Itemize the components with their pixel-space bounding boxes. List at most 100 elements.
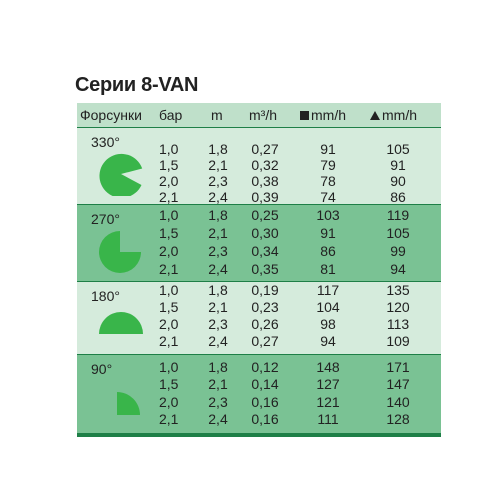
header-square-rate: mm/h <box>300 107 346 123</box>
cell-bar: 2,1 <box>159 189 179 205</box>
table-row: 1,5 2,1 0,30 91 105 <box>77 225 441 241</box>
cell-triangle-rate: 140 <box>386 394 410 410</box>
cell-flow: 0,16 <box>251 394 279 410</box>
cell-triangle-rate: 99 <box>390 243 406 259</box>
cell-square-rate: 91 <box>320 225 336 241</box>
cell-triangle-rate: 90 <box>390 173 406 189</box>
cell-m: 2,3 <box>208 394 228 410</box>
cell-m: 2,3 <box>208 316 228 332</box>
table-row: 2,0 2,3 0,38 78 90 <box>77 173 441 189</box>
cell-square-rate: 86 <box>320 243 336 259</box>
cell-flow: 0,39 <box>251 189 279 205</box>
cell-flow: 0,34 <box>251 243 279 259</box>
triangle-icon <box>370 111 380 120</box>
cell-triangle-rate: 147 <box>386 376 410 392</box>
cell-flow: 0,35 <box>251 261 279 277</box>
angle-label: 180° <box>91 288 120 304</box>
table-row: 1,5 2,1 0,23 104 120 <box>77 299 441 315</box>
cell-flow: 0,12 <box>251 359 279 375</box>
angle-label: 270° <box>91 211 120 227</box>
header-triangle-rate: mm/h <box>370 107 417 123</box>
cell-bar: 2,0 <box>159 316 179 332</box>
cell-triangle-rate: 86 <box>390 189 406 205</box>
page-title: Серии 8-VAN <box>75 74 199 96</box>
cell-flow: 0,38 <box>251 173 279 189</box>
arc-270-shape <box>99 231 141 273</box>
group-90: 90° 1,0 1,8 0,12 148 171 1,5 2,1 0,14 127 147 2,… <box>77 355 441 433</box>
cell-m: 1,8 <box>208 207 228 223</box>
cell-bar: 1,5 <box>159 225 179 241</box>
group-180: 180° 1,0 1,8 0,19 117 135 1,5 2,1 0,23 104 120 2… <box>77 282 441 354</box>
header-m: m <box>211 107 223 123</box>
angle-label: 330° <box>91 134 120 150</box>
table-row: 1,0 1,8 0,25 103 119 <box>77 207 441 223</box>
cell-flow: 0,27 <box>251 141 279 157</box>
cell-m: 2,4 <box>208 411 228 427</box>
header-square-rate-label: mm/h <box>311 107 346 123</box>
cell-flow: 0,16 <box>251 411 279 427</box>
cell-flow: 0,14 <box>251 376 279 392</box>
table-row: 1,5 2,1 0,32 79 91 <box>77 157 441 173</box>
table-row: 2,1 2,4 0,27 94 109 <box>77 333 441 349</box>
cell-square-rate: 127 <box>316 376 340 392</box>
cell-square-rate: 117 <box>316 282 340 298</box>
cell-square-rate: 94 <box>320 333 336 349</box>
cell-m: 1,8 <box>208 141 228 157</box>
cell-flow: 0,25 <box>251 207 279 223</box>
table-row: 1,5 2,1 0,14 127 147 <box>77 376 441 392</box>
arc-330-shape <box>99 153 143 196</box>
cell-square-rate: 91 <box>320 141 336 157</box>
cell-bar: 2,1 <box>159 333 179 349</box>
cell-square-rate: 98 <box>320 316 336 332</box>
cell-bar: 2,0 <box>159 394 179 410</box>
cell-triangle-rate: 128 <box>386 411 410 427</box>
arc-180-shape <box>99 312 143 334</box>
cell-triangle-rate: 91 <box>390 157 406 173</box>
arc-90-icon <box>117 392 140 415</box>
cell-bar: 1,5 <box>159 299 179 315</box>
table-row: 1,0 1,8 0,27 91 105 <box>77 141 441 157</box>
header-nozzles: Форсунки <box>80 107 142 123</box>
cell-triangle-rate: 113 <box>386 316 410 332</box>
cell-bar: 1,0 <box>159 207 179 223</box>
cell-bar: 2,0 <box>159 173 179 189</box>
cell-square-rate: 103 <box>316 207 340 223</box>
table-row: 2,1 2,4 0,35 81 94 <box>77 261 441 277</box>
cell-bar: 2,1 <box>159 261 179 277</box>
arc-180-icon <box>99 312 143 334</box>
cell-m: 1,8 <box>208 282 228 298</box>
group-270: 270° 1,0 1,8 0,25 103 119 1,5 2,1 0,30 91 105 2,… <box>77 205 441 281</box>
cell-m: 2,1 <box>208 376 228 392</box>
cell-square-rate: 78 <box>320 173 336 189</box>
cell-flow: 0,23 <box>251 299 279 315</box>
cell-bar: 1,0 <box>159 141 179 157</box>
arc-330-icon <box>99 153 143 196</box>
cell-triangle-rate: 94 <box>390 261 406 277</box>
cell-square-rate: 81 <box>320 261 336 277</box>
cell-m: 2,1 <box>208 225 228 241</box>
cell-square-rate: 121 <box>316 394 340 410</box>
cell-m: 1,8 <box>208 359 228 375</box>
header-flow: m³/h <box>249 107 277 123</box>
cell-bar: 2,0 <box>159 243 179 259</box>
cell-square-rate: 111 <box>317 411 339 427</box>
cell-bar: 2,1 <box>159 411 179 427</box>
cell-flow: 0,30 <box>251 225 279 241</box>
table-row: 2,0 2,3 0,34 86 99 <box>77 243 441 259</box>
cell-triangle-rate: 119 <box>386 207 410 223</box>
cell-bar: 1,5 <box>159 376 179 392</box>
cell-bar: 1,5 <box>159 157 179 173</box>
cell-triangle-rate: 109 <box>386 333 410 349</box>
cell-m: 2,3 <box>208 243 228 259</box>
cell-m: 2,1 <box>208 299 228 315</box>
table-row: 2,1 2,4 0,16 111 128 <box>77 411 441 427</box>
cell-square-rate: 104 <box>316 299 340 315</box>
table-row: 2,0 2,3 0,26 98 113 <box>77 316 441 332</box>
cell-flow: 0,26 <box>251 316 279 332</box>
table-row: 1,0 1,8 0,12 148 171 <box>77 359 441 375</box>
table-row: 2,1 2,4 0,39 74 86 <box>77 189 441 205</box>
group-330: 330° 1,0 1,8 0,27 91 105 1,5 2,1 0,32 79 91 2,0 2… <box>77 128 441 205</box>
cell-square-rate: 79 <box>320 157 336 173</box>
cell-triangle-rate: 105 <box>386 141 410 157</box>
cell-flow: 0,32 <box>251 157 279 173</box>
